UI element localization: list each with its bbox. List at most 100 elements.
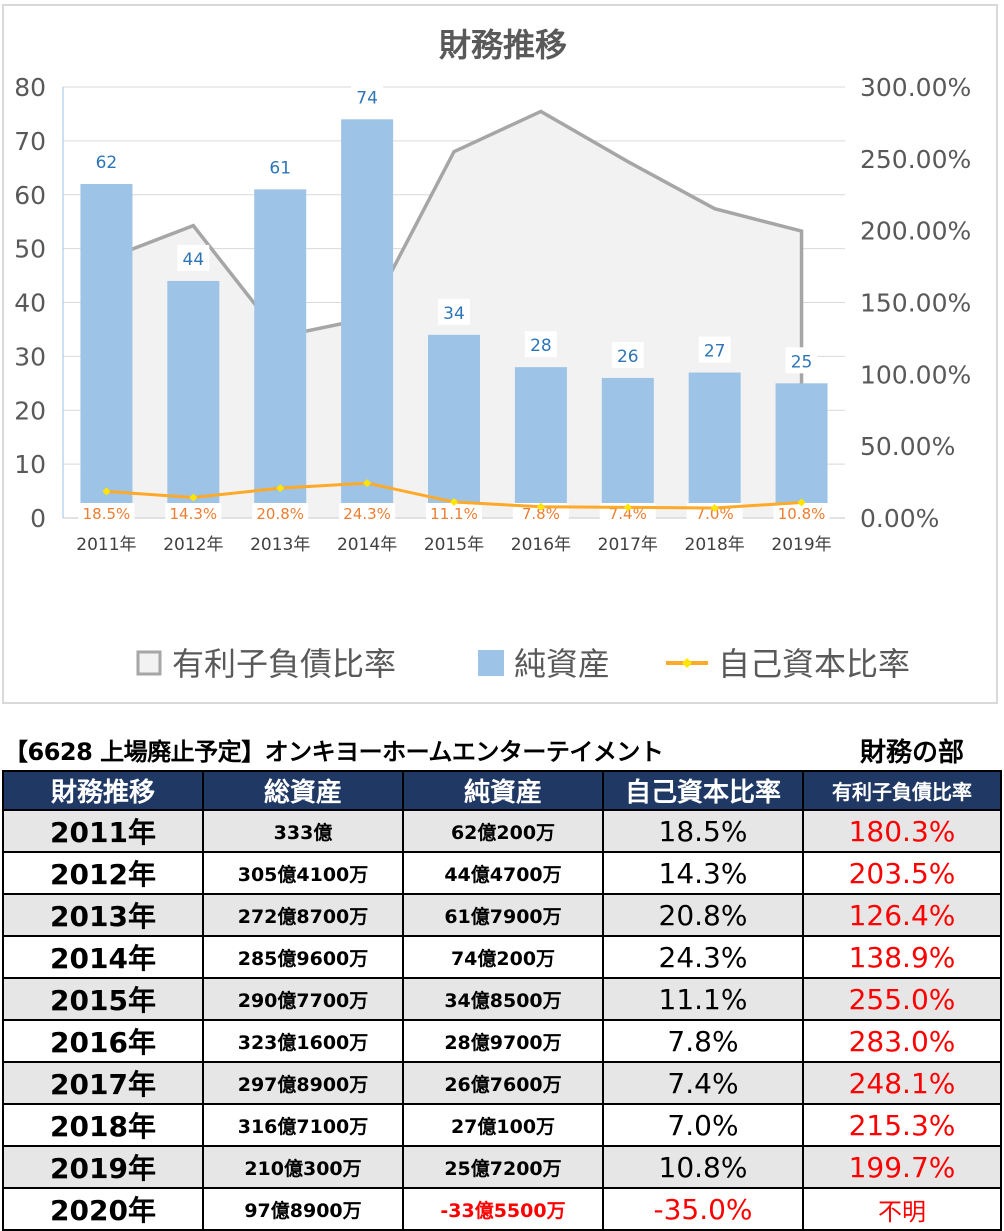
equity-data-label: 7.0% — [696, 505, 734, 523]
equity-data-label: 7.4% — [609, 505, 647, 523]
cell-debt-ratio: 215.3% — [802, 1103, 1002, 1147]
equity-data-label: 20.8% — [256, 505, 304, 523]
y-left-tick-label: 60 — [14, 181, 46, 210]
line-label-bg — [339, 503, 396, 523]
header-total-assets: 総資産 — [202, 770, 404, 811]
bar-label-bg — [524, 331, 557, 358]
cell-equity-ratio: 18.5% — [602, 809, 804, 853]
y-left-tick-label: 30 — [14, 342, 46, 371]
x-tick-label: 2011年 — [76, 535, 136, 555]
bar-label-bg — [611, 341, 644, 368]
equity-ratio-marker — [623, 503, 632, 512]
y-left-tick-label: 50 — [14, 235, 46, 264]
net-assets-bar — [688, 372, 741, 518]
cell-total-assets: 210億300万 — [202, 1145, 404, 1189]
cell-year: 2017年 — [2, 1061, 204, 1105]
x-tick-label: 2013年 — [250, 535, 310, 555]
cell-net-assets: 27億100万 — [402, 1103, 604, 1147]
equity-data-label: 7.8% — [522, 505, 560, 523]
bar-data-label: 74 — [356, 88, 378, 108]
cell-total-assets: 323億1600万 — [202, 1019, 404, 1063]
cell-equity-ratio: 14.3% — [602, 851, 804, 895]
section-heading: 【6628 上場廃止予定】オンキヨーホームエンターテイメント 財務の部 — [0, 730, 1004, 770]
table-row: 2017年 297億8900万 26億7600万 7.4% 248.1% — [2, 1061, 1002, 1105]
cell-net-assets: 26億7600万 — [402, 1061, 604, 1105]
cell-net-assets: -33億5500万 — [402, 1187, 604, 1231]
cell-debt-ratio: 248.1% — [802, 1061, 1002, 1105]
table-row: 2014年 285億9600万 74億200万 24.3% 138.9% — [2, 935, 1002, 979]
y-left-tick-label: 10 — [14, 450, 46, 479]
equity-data-label: 24.3% — [343, 505, 391, 523]
cell-debt-ratio: 180.3% — [802, 809, 1002, 853]
legend-swatch-equity-marker — [682, 658, 692, 668]
net-assets-bar — [167, 280, 220, 518]
financial-table: 財務推移 総資産 純資産 自己資本比率 有利子負債比率 2011年 333億 62億… — [2, 770, 1002, 1231]
x-tick-label: 2014年 — [337, 535, 397, 555]
table-header-row: 財務推移 総資産 純資産 自己資本比率 有利子負債比率 — [2, 770, 1002, 811]
y-right-tick-label: 50.00% — [860, 432, 955, 461]
bar-label-bg — [438, 298, 470, 325]
cell-total-assets: 290億7700万 — [202, 977, 404, 1021]
bar-data-label: 25 — [791, 352, 813, 372]
cell-year: 2014年 — [2, 935, 204, 979]
header-equity-ratio: 自己資本比率 — [602, 770, 804, 811]
cell-equity-ratio: 7.0% — [602, 1103, 804, 1147]
cell-year: 2011年 — [2, 809, 204, 853]
cell-debt-ratio: 203.5% — [802, 851, 1002, 895]
equity-ratio-marker — [189, 493, 198, 502]
equity-ratio-marker — [102, 487, 111, 496]
cell-debt-ratio: 不明 — [802, 1187, 1002, 1231]
cell-year: 2015年 — [2, 977, 204, 1021]
cell-equity-ratio: 10.8% — [602, 1145, 804, 1189]
equity-data-label: 14.3% — [170, 505, 218, 523]
equity-ratio-marker — [363, 479, 372, 488]
cell-net-assets: 25億7200万 — [402, 1145, 604, 1189]
bar-data-label: 26 — [617, 347, 639, 367]
cell-debt-ratio: 255.0% — [802, 977, 1002, 1021]
y-left-tick-label: 20 — [14, 396, 46, 425]
chart-title: 財務推移 — [439, 26, 567, 64]
y-right-tick-label: 100.00% — [860, 360, 971, 389]
net-assets-bar — [428, 334, 480, 518]
y-left-tick-label: 70 — [14, 127, 46, 156]
table-row: 2015年 290億7700万 34億8500万 11.1% 255.0% — [2, 977, 1002, 1021]
table-row: 2019年 210億300万 25億7200万 10.8% 199.7% — [2, 1145, 1002, 1189]
cell-year: 2019年 — [2, 1145, 204, 1189]
x-tick-label: 2018年 — [685, 535, 745, 555]
equity-data-label: 11.1% — [430, 505, 478, 523]
cell-year: 2016年 — [2, 1019, 204, 1063]
cell-year: 2013年 — [2, 893, 204, 937]
y-left-tick-label: 80 — [14, 73, 46, 102]
y-right-tick-label: 300.00% — [860, 73, 971, 102]
bar-label-bg — [90, 147, 123, 174]
bar-data-label: 62 — [96, 153, 118, 173]
equity-data-label: 10.8% — [778, 505, 826, 523]
net-assets-bar — [775, 383, 828, 518]
cell-equity-ratio: 20.8% — [602, 893, 804, 937]
net-assets-bar — [80, 183, 133, 518]
y-right-tick-label: 0.00% — [860, 504, 939, 533]
equity-ratio-marker — [276, 484, 285, 493]
x-tick-label: 2017年 — [598, 535, 658, 555]
cell-net-assets: 34億8500万 — [402, 977, 604, 1021]
cell-total-assets: 316億7100万 — [202, 1103, 404, 1147]
header-net-assets: 純資産 — [402, 770, 604, 811]
equity-data-label: 18.5% — [83, 505, 131, 523]
legend-label-equity: 自己資本比率 — [718, 645, 910, 683]
bar-label-bg — [785, 347, 818, 374]
bar-data-label: 27 — [704, 342, 726, 362]
line-label-bg — [426, 503, 482, 523]
table-row: 2020年 97億8900万 -33億5500万 -35.0% 不明 — [2, 1187, 1002, 1231]
table-row: 2018年 316億7100万 27億100万 7.0% 215.3% — [2, 1103, 1002, 1147]
x-tick-label: 2016年 — [511, 535, 571, 555]
section-label: 財務の部 — [859, 738, 964, 768]
cell-total-assets: 305億4100万 — [202, 851, 404, 895]
equity-ratio-marker — [450, 498, 458, 507]
cell-equity-ratio: 7.8% — [602, 1019, 804, 1063]
legend-swatch-net-assets — [478, 650, 504, 676]
net-assets-bar — [341, 119, 394, 518]
net-assets-bar — [601, 377, 654, 518]
bar-label-bg — [177, 244, 210, 271]
table-row: 2012年 305億4100万 44億4700万 14.3% 203.5% — [2, 851, 1002, 895]
table-row: 2013年 272億8700万 61億7900万 20.8% 126.4% — [2, 893, 1002, 937]
